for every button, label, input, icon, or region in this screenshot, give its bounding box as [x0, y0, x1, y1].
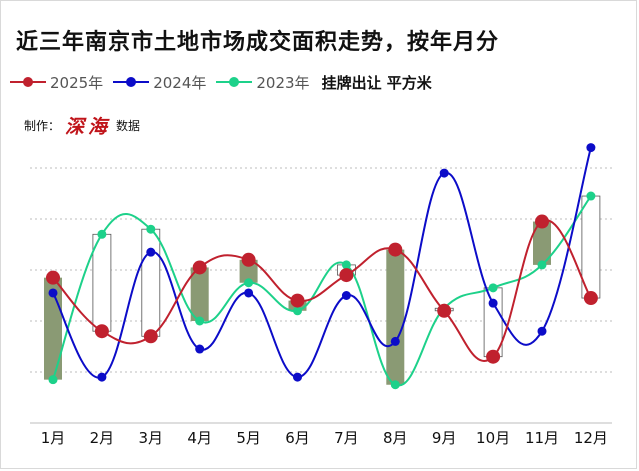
point-2023年-1月 [48, 375, 58, 385]
series-line-2023年 [52, 195, 592, 387]
credit-suffix: 数据 [116, 118, 141, 133]
legend-swatch-2024 [113, 77, 150, 87]
point-2023年-7月 [341, 260, 351, 270]
point-2024年-10月 [488, 298, 498, 308]
legend-label-2025: 2025年 [50, 73, 104, 92]
legend-dot-2025 [23, 77, 33, 87]
unit-note: 挂牌出让 平方米 [321, 73, 432, 92]
x-axis-labels: 1月 2月 3月 4月 5月 6月 7月 8月 9月 10月 11月 12月 [41, 429, 608, 447]
point-2024年-8月 [390, 336, 400, 346]
series-line-2024年 [52, 147, 592, 379]
candle-3月 [141, 228, 161, 337]
x-tick-label-5: 5月 [236, 429, 261, 447]
legend-item-2023[interactable]: 2023年 [216, 72, 310, 93]
credit-brand: 深海 [65, 115, 112, 138]
candle-8月 [386, 249, 405, 385]
x-tick-label-6: 6月 [285, 429, 310, 447]
point-2023年-5月 [244, 278, 254, 288]
x-tick-label-10: 10月 [476, 429, 510, 447]
point-2024年-1月 [48, 288, 58, 298]
point-2023年-4月 [195, 316, 205, 326]
candle-2月 [92, 233, 112, 332]
point-2025年-7月 [339, 268, 354, 283]
x-tick-label-7: 7月 [334, 429, 359, 447]
point-2024年-2月 [97, 372, 107, 382]
x-tick-label-1: 1月 [41, 429, 66, 447]
point-2023年-8月 [390, 380, 400, 390]
x-tick-label-2: 2月 [90, 429, 115, 447]
candle-4月 [190, 267, 209, 321]
point-2023年-3月 [146, 224, 156, 234]
point-2024年-11月 [537, 326, 547, 336]
point-2024年-7月 [341, 291, 351, 300]
point-layer [46, 143, 598, 390]
legend-label-2024: 2024年 [153, 73, 207, 92]
legend-dot-2023 [229, 77, 240, 87]
point-2025年-1月 [46, 270, 60, 285]
line-layer [52, 147, 592, 387]
point-2023年-10月 [488, 283, 498, 293]
point-2024年-4月 [195, 344, 205, 354]
credit-prefix: 制作： [24, 118, 61, 133]
candle-11月 [533, 221, 551, 265]
legend-swatch-2025 [10, 77, 46, 87]
point-2025年-2月 [94, 324, 109, 339]
point-2024年-12月 [586, 143, 596, 153]
point-2024年-6月 [293, 372, 302, 382]
point-2025年-9月 [437, 303, 452, 318]
x-tick-label-4: 4月 [187, 429, 212, 447]
legend-item-2025[interactable]: 2025年 [10, 72, 103, 93]
credit: 制作： 深海 数据 [24, 114, 141, 138]
legend-swatch-2023 [216, 77, 253, 87]
point-2025年-12月 [583, 291, 598, 306]
point-2025年-5月 [241, 252, 256, 267]
x-tick-label-3: 3月 [139, 429, 164, 447]
point-2025年-11月 [535, 214, 549, 229]
legend: 2025年 2024年 2023年 挂牌出让 平方米 [10, 72, 432, 92]
candle-5月 [239, 259, 258, 283]
legend-item-2024[interactable]: 2024年 [113, 72, 206, 93]
point-2025年-3月 [143, 329, 158, 344]
point-2024年-5月 [244, 288, 254, 298]
point-2025年-6月 [290, 293, 305, 308]
point-2023年-6月 [293, 306, 302, 316]
point-2023年-12月 [586, 191, 596, 201]
chart-title: 近三年南京市土地市场成交面积走势，按年月分 [16, 30, 500, 55]
x-tick-label-9: 9月 [432, 429, 457, 447]
x-tick-label-11: 11月 [525, 429, 559, 447]
point-2024年-9月 [439, 168, 449, 178]
grid-layer [30, 167, 612, 424]
candle-layer [44, 195, 601, 385]
x-tick-label-12: 12月 [574, 429, 608, 447]
point-2024年-3月 [146, 247, 156, 257]
point-2023年-2月 [97, 229, 107, 239]
point-2025年-8月 [388, 242, 403, 257]
x-tick-label-8: 8月 [383, 429, 408, 447]
point-2025年-4月 [192, 260, 207, 275]
legend-dot-2024 [126, 77, 137, 87]
point-2025年-10月 [486, 349, 501, 364]
legend-label-2023: 2023年 [256, 73, 310, 92]
point-2023年-11月 [537, 260, 547, 270]
